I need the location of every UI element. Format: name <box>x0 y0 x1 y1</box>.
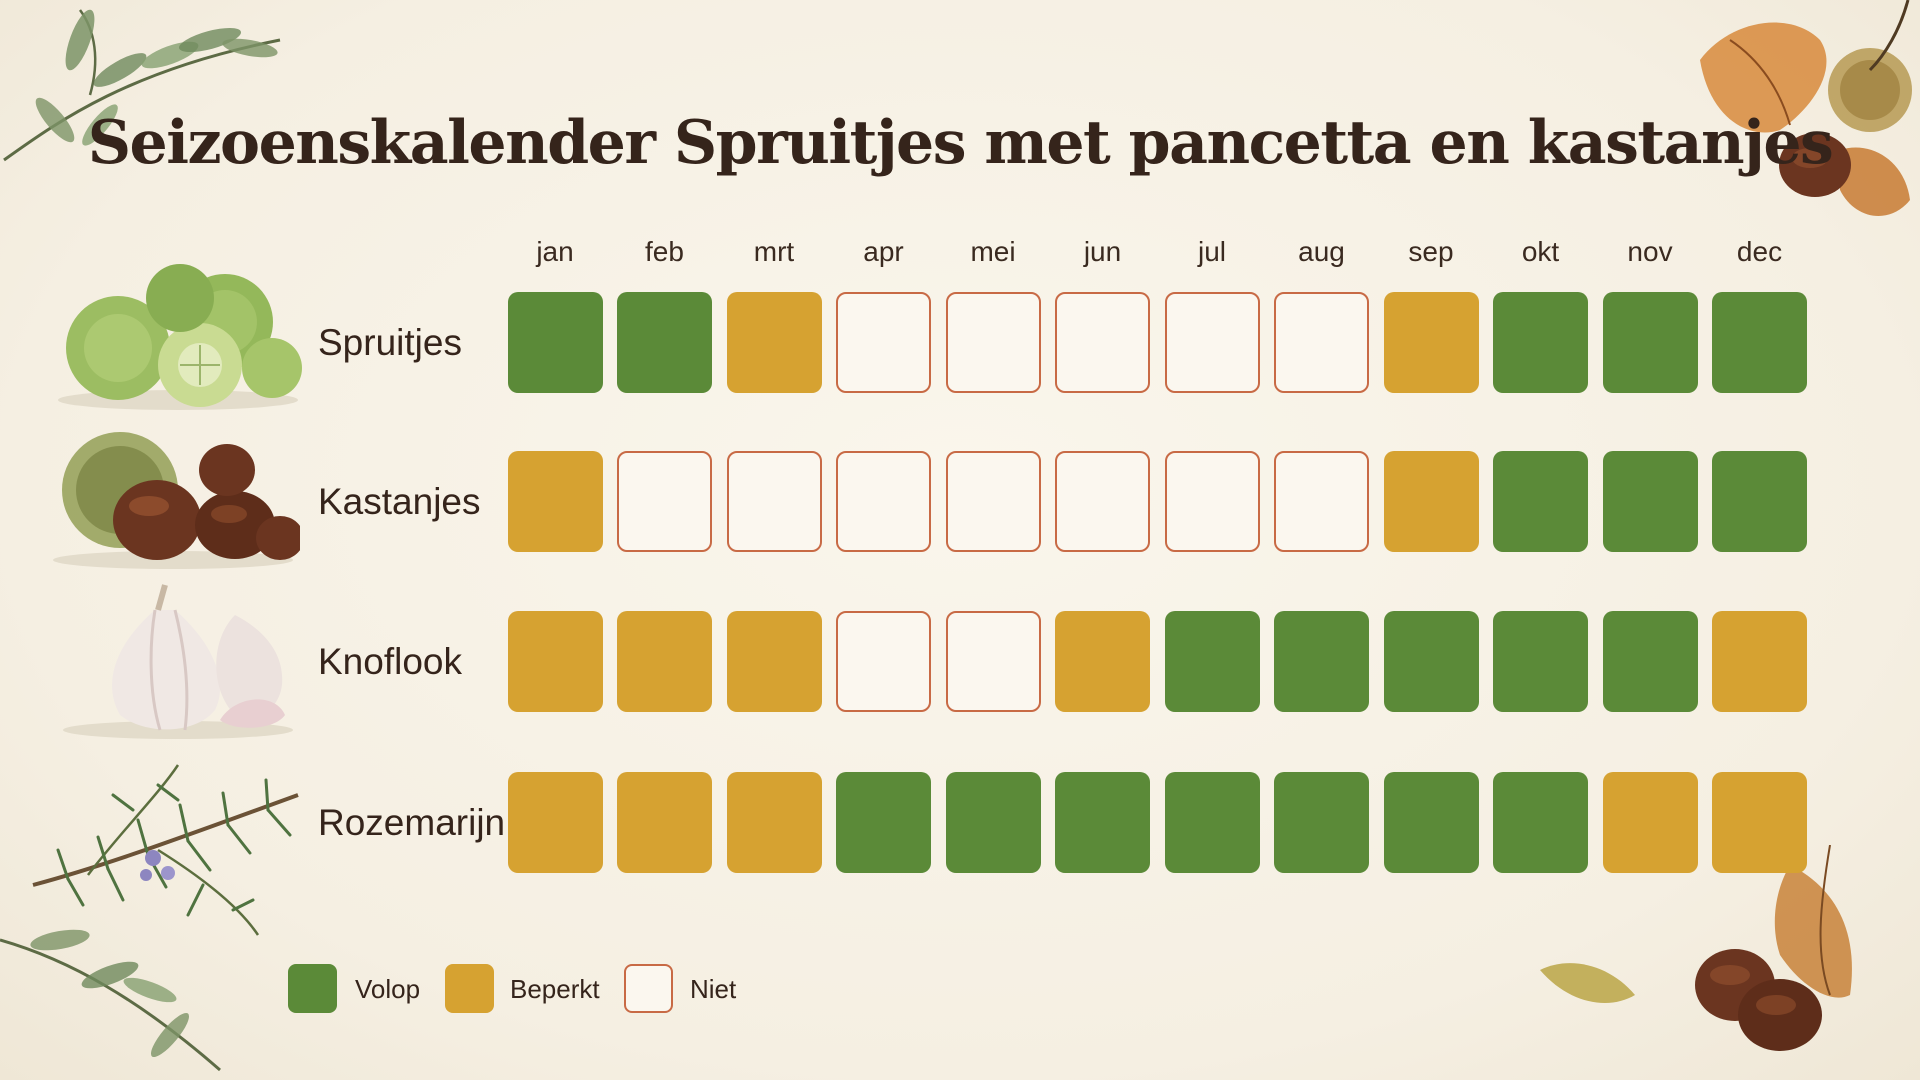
cell-kastanjes-dec <box>1712 451 1807 552</box>
cell-rozemarijn-mei <box>945 772 1041 873</box>
cell-knoflook-mrt <box>726 611 822 712</box>
month-label-dec: dec <box>1736 236 1783 267</box>
cell-spruitjes-mrt <box>726 292 822 393</box>
month-label-jun: jun <box>1083 236 1122 267</box>
oak-leaves-icon <box>1700 0 1912 217</box>
row-label-knoflook: Knoflook <box>318 640 462 682</box>
cell-rozemarijn-jul <box>1164 772 1260 873</box>
olive-branch-icon <box>3 9 281 162</box>
cell-kastanjes-feb <box>617 451 712 552</box>
legend-label-volop: Volop <box>355 974 421 1004</box>
cell-rozemarijn-feb <box>617 772 712 873</box>
cell-knoflook-aug <box>1274 611 1369 712</box>
cell-knoflook-sep <box>1383 611 1479 712</box>
chestnut-icon <box>1540 845 1852 1051</box>
cell-spruitjes-sep <box>1383 292 1479 393</box>
cell-knoflook-mei <box>945 611 1041 712</box>
cell-rozemarijn-nov <box>1602 772 1698 873</box>
month-label-aug: aug <box>1298 236 1345 267</box>
cell-knoflook-feb <box>617 611 712 712</box>
cell-kastanjes-jun <box>1055 451 1150 552</box>
cell-rozemarijn-jan <box>507 772 603 873</box>
cell-spruitjes-feb <box>617 292 712 393</box>
month-label-jan: jan <box>536 236 574 267</box>
cell-knoflook-nov <box>1602 611 1698 712</box>
cell-rozemarijn-okt <box>1493 772 1588 873</box>
garlic-illustration <box>63 584 293 739</box>
cell-spruitjes-jun <box>1055 292 1150 393</box>
cell-spruitjes-nov <box>1602 292 1698 393</box>
brussels-sprouts-illustration <box>58 264 302 410</box>
row-label-rozemarijn: Rozemarijn <box>318 801 506 843</box>
month-label-mei: mei <box>970 236 1016 267</box>
row-label-kastanjes: Kastanjes <box>318 480 481 522</box>
cell-spruitjes-aug <box>1274 292 1369 393</box>
cell-rozemarijn-apr <box>836 772 931 873</box>
cell-knoflook-jan <box>507 611 603 712</box>
cell-spruitjes-mei <box>945 292 1041 393</box>
olive-branch-icon <box>0 929 221 1072</box>
cell-spruitjes-jan <box>507 292 603 393</box>
cell-kastanjes-apr <box>836 451 931 552</box>
cell-spruitjes-jul <box>1164 292 1260 393</box>
cell-kastanjes-mei <box>945 451 1041 552</box>
cell-knoflook-dec <box>1712 611 1807 712</box>
row-label-spruitjes: Spruitjes <box>318 321 462 363</box>
legend-swatch-niet <box>624 964 673 1013</box>
month-label-feb: feb <box>645 236 684 267</box>
month-label-sep: sep <box>1408 236 1454 267</box>
legend-label-beperkt: Beperkt <box>510 974 600 1004</box>
cell-spruitjes-okt <box>1493 292 1588 393</box>
cell-knoflook-jun <box>1055 611 1150 712</box>
chart-title: Seizoenskalender Spruitjes met pancetta … <box>87 108 1834 178</box>
cell-kastanjes-nov <box>1602 451 1698 552</box>
cell-knoflook-okt <box>1493 611 1588 712</box>
cell-kastanjes-aug <box>1274 451 1369 552</box>
cell-kastanjes-jul <box>1164 451 1260 552</box>
cell-knoflook-apr <box>836 611 931 712</box>
month-label-nov: nov <box>1627 236 1673 267</box>
cell-rozemarijn-dec <box>1712 772 1807 873</box>
cell-kastanjes-okt <box>1493 451 1588 552</box>
cell-spruitjes-dec <box>1712 292 1807 393</box>
cell-rozemarijn-sep <box>1383 772 1479 873</box>
legend-swatch-volop <box>288 964 337 1013</box>
cell-kastanjes-sep <box>1383 451 1479 552</box>
month-label-jul: jul <box>1197 236 1226 267</box>
rosemary-illustration <box>32 764 299 936</box>
legend-swatch-beperkt <box>445 964 494 1013</box>
cell-rozemarijn-jun <box>1055 772 1150 873</box>
cell-rozemarijn-mrt <box>726 772 822 873</box>
month-label-apr: apr <box>863 236 904 267</box>
cell-rozemarijn-aug <box>1274 772 1369 873</box>
cell-knoflook-jul <box>1164 611 1260 712</box>
legend-label-niet: Niet <box>690 974 737 1004</box>
cell-kastanjes-jan <box>507 451 603 552</box>
cell-spruitjes-apr <box>836 292 931 393</box>
month-label-okt: okt <box>1521 236 1560 267</box>
chestnuts-illustration <box>53 432 300 569</box>
month-label-mrt: mrt <box>753 236 795 267</box>
cell-kastanjes-mrt <box>726 451 822 552</box>
